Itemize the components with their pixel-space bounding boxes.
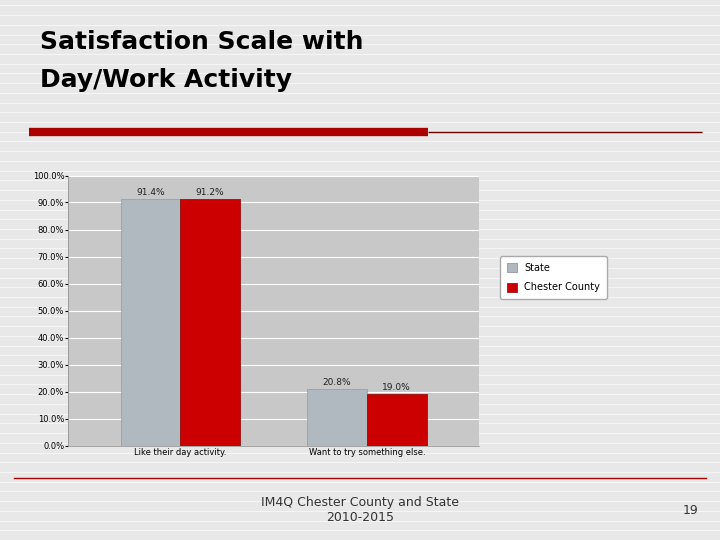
Bar bbox=[307, 389, 367, 445]
Text: IM4Q Chester County and State
2010-2015: IM4Q Chester County and State 2010-2015 bbox=[261, 496, 459, 524]
Bar bbox=[367, 394, 426, 446]
Text: 91.2%: 91.2% bbox=[196, 188, 225, 197]
Text: Satisfaction Scale with: Satisfaction Scale with bbox=[40, 30, 363, 53]
Legend: State, Chester County: State, Chester County bbox=[500, 256, 607, 299]
Text: 19: 19 bbox=[683, 504, 698, 517]
Bar bbox=[180, 199, 240, 446]
Text: Day/Work Activity: Day/Work Activity bbox=[40, 68, 292, 91]
Text: 91.4%: 91.4% bbox=[136, 187, 165, 197]
Bar bbox=[121, 199, 180, 446]
Text: 20.8%: 20.8% bbox=[323, 378, 351, 387]
Text: 19.0%: 19.0% bbox=[382, 383, 411, 392]
